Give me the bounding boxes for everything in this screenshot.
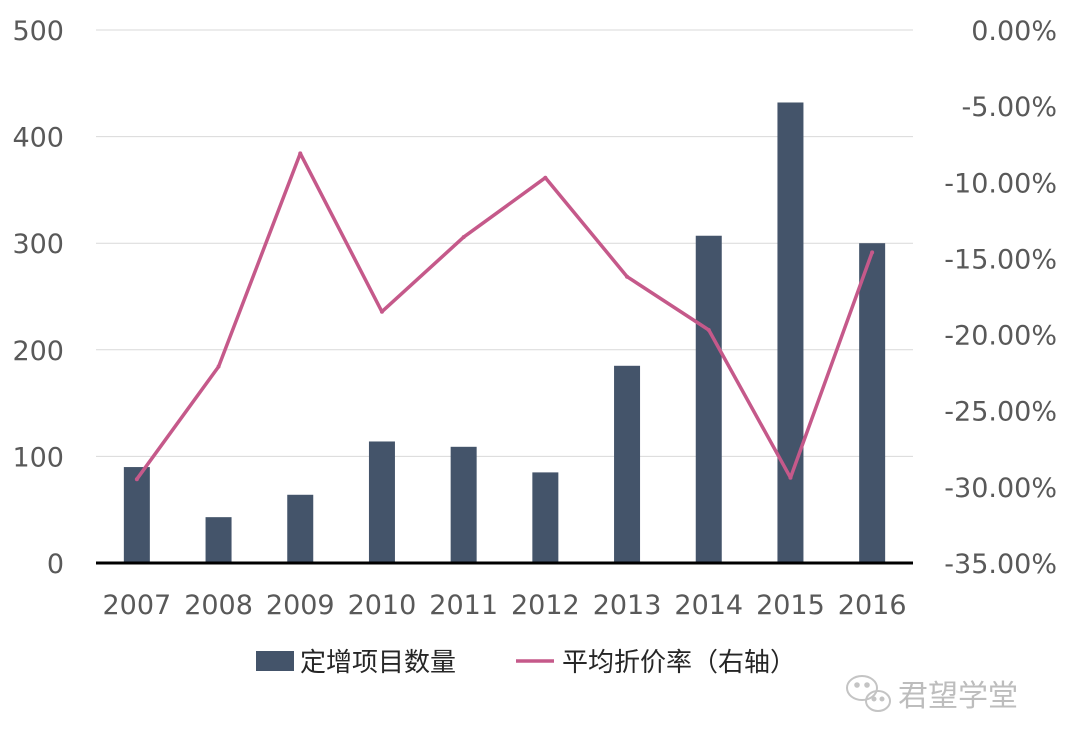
- x-tick-2016: 2016: [838, 590, 907, 621]
- y-axis-left: 0 100 200 300 400 500: [12, 16, 64, 580]
- x-tick-2015: 2015: [756, 590, 825, 621]
- watermark: 君望学堂: [846, 675, 1018, 714]
- line-point-2008: [216, 364, 221, 369]
- legend: 定增项目数量 平均折价率（右轴）: [256, 648, 796, 678]
- legend-bar-swatch: [256, 651, 294, 671]
- y-left-tick-400: 400: [12, 123, 64, 154]
- x-axis: 2007 2008 2009 2010 2011 2012 2013 2014 2015 2016: [102, 590, 906, 621]
- line-point-2013: [625, 274, 630, 279]
- x-tick-2014: 2014: [674, 590, 743, 621]
- line-point-2011: [461, 235, 466, 240]
- bar-2014: [695, 235, 722, 563]
- y-right-tick--10.00%: -10.00%: [944, 168, 1057, 199]
- y-left-tick-200: 200: [12, 336, 64, 367]
- watermark-text: 君望学堂: [898, 679, 1018, 714]
- y-left-tick-500: 500: [12, 16, 64, 47]
- bar-2007: [123, 467, 150, 563]
- line-point-2009: [298, 151, 303, 156]
- bar-2008: [205, 517, 232, 563]
- line-point-2016: [870, 250, 875, 255]
- line-point-2014: [706, 328, 711, 333]
- x-tick-2008: 2008: [184, 590, 253, 621]
- wechat-icon: [846, 675, 891, 712]
- y-left-tick-300: 300: [12, 229, 64, 260]
- y-right-tick--25.00%: -25.00%: [944, 397, 1057, 428]
- y-axis-right: -35.00% -30.00% -25.00% -20.00% -15.00% -10.0…: [944, 16, 1057, 580]
- x-tick-2010: 2010: [348, 590, 417, 621]
- bar-2011: [450, 446, 477, 563]
- y-right-tick--20.00%: -20.00%: [944, 321, 1057, 352]
- line-point-2012: [543, 175, 548, 180]
- x-tick-2011: 2011: [429, 590, 498, 621]
- line-point-2010: [379, 309, 384, 314]
- bar-series: [123, 102, 886, 563]
- bar-2012: [532, 472, 559, 563]
- x-tick-2013: 2013: [593, 590, 662, 621]
- x-tick-2007: 2007: [102, 590, 171, 621]
- legend-line-label: 平均折价率（右轴）: [562, 648, 796, 678]
- legend-bar-label: 定增项目数量: [300, 648, 456, 678]
- y-left-tick-0: 0: [47, 549, 64, 580]
- series-line-avg-discount: [135, 151, 874, 481]
- bar-2015: [777, 102, 804, 563]
- x-tick-2009: 2009: [266, 590, 335, 621]
- bar-2010: [368, 441, 395, 563]
- y-right-tick--5.00%: -5.00%: [961, 92, 1057, 123]
- y-right-tick--30.00%: -30.00%: [944, 473, 1057, 504]
- bar-2009: [287, 494, 314, 563]
- line-series: [134, 151, 875, 482]
- x-tick-2012: 2012: [511, 590, 580, 621]
- y-right-tick-0.00%: 0.00%: [971, 16, 1057, 47]
- y-right-tick--15.00%: -15.00%: [944, 244, 1057, 275]
- bar-2016: [859, 243, 886, 563]
- line-point-2015: [788, 475, 793, 480]
- y-left-tick-100: 100: [12, 442, 64, 473]
- bar-2013: [614, 365, 641, 563]
- line-point-2007: [134, 477, 139, 482]
- y-right-tick--35.00%: -35.00%: [944, 549, 1057, 580]
